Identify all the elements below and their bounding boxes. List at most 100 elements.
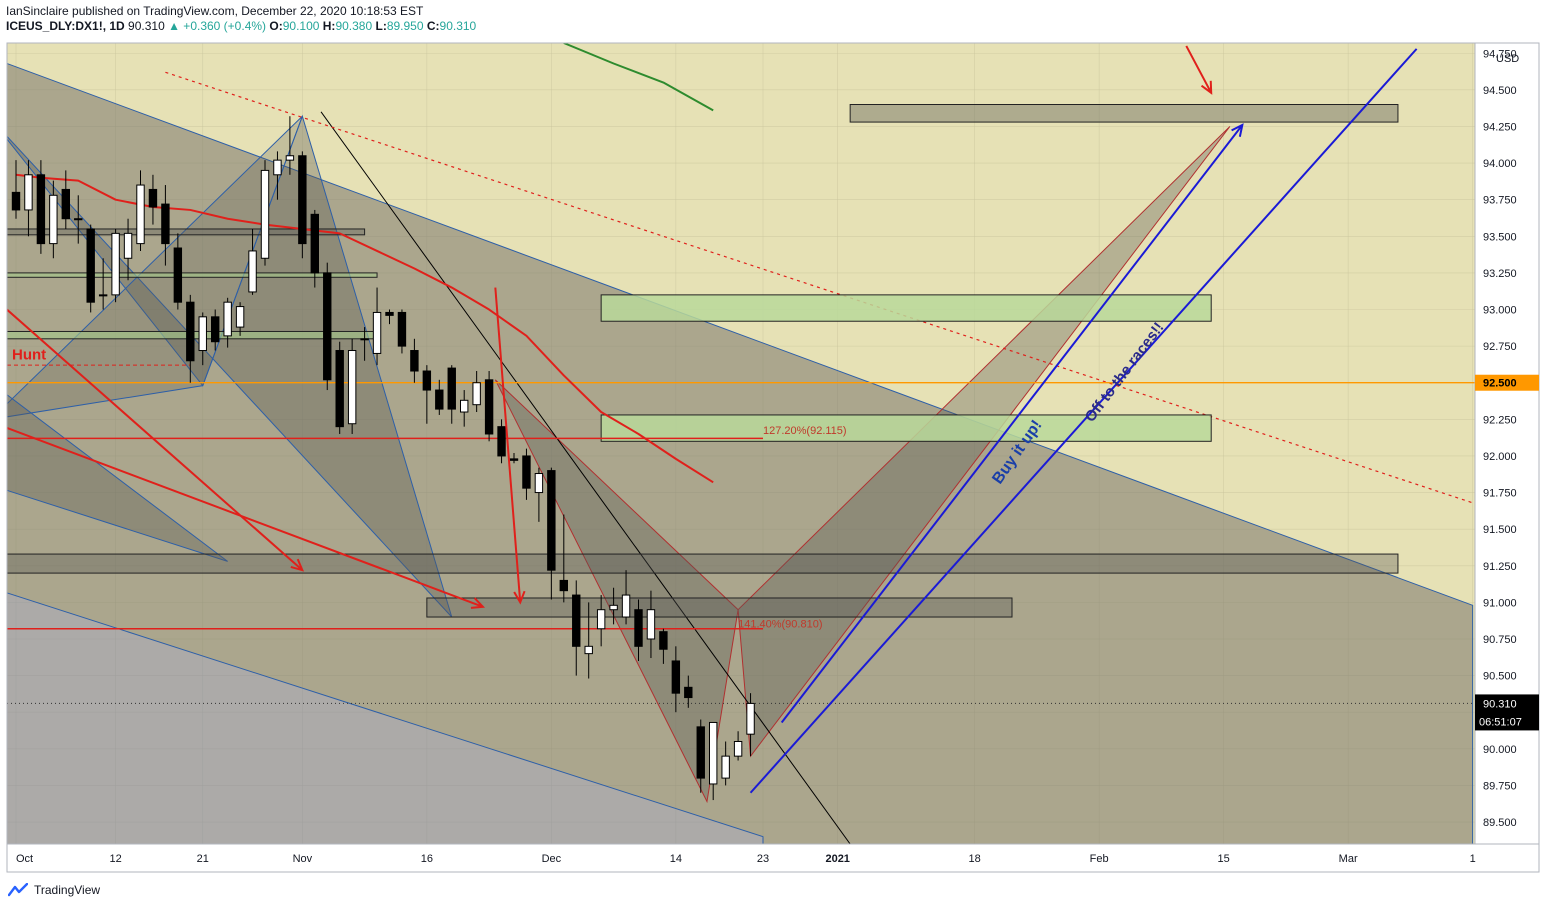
candle-body xyxy=(148,188,158,208)
red-arrow-2 xyxy=(7,426,484,608)
tradingview-logo-icon[interactable] xyxy=(8,883,28,897)
candle-body xyxy=(235,306,245,328)
candle-body xyxy=(173,247,183,303)
time-tick-label: 16 xyxy=(421,853,433,865)
candles xyxy=(11,116,755,801)
time-tick-label: 21 xyxy=(197,853,209,865)
candle-body xyxy=(534,473,544,494)
harmonic-pattern-2 xyxy=(7,394,228,562)
candle-body xyxy=(24,174,33,211)
price-tick-label: 94.000 xyxy=(1483,158,1517,170)
candle-body xyxy=(323,272,332,381)
candle-body xyxy=(634,609,643,647)
candle-body xyxy=(447,367,456,410)
price-tick-label: 89.500 xyxy=(1483,817,1517,829)
price-tick-label: 91.500 xyxy=(1483,524,1517,536)
close-value: 90.310 xyxy=(439,19,477,33)
red-arrow-3 xyxy=(494,287,522,603)
price-tick-label: 92.000 xyxy=(1483,451,1517,463)
candle-body xyxy=(509,458,519,461)
price-tick-label: 90.500 xyxy=(1483,671,1517,683)
price-tick-label: 91.000 xyxy=(1483,597,1517,609)
candle-body xyxy=(684,686,693,699)
candle-body xyxy=(347,350,357,425)
time-tick-label: 18 xyxy=(969,853,981,865)
ma-red-line xyxy=(15,173,714,484)
close-label: C: xyxy=(426,19,440,33)
red-arrow-2-head xyxy=(470,597,486,609)
candle-body xyxy=(298,155,307,245)
price-zone xyxy=(7,553,1399,574)
candle-body xyxy=(385,311,394,316)
price-tick-label: 92.750 xyxy=(1483,341,1517,353)
open-label: O: xyxy=(269,19,283,33)
candle-body xyxy=(497,426,506,457)
candle-body xyxy=(186,301,195,362)
price-tick-label: 92.250 xyxy=(1483,414,1517,426)
highlight-price-label: 92.500 xyxy=(1483,378,1517,390)
price-tick-label: 91.250 xyxy=(1483,561,1517,573)
price-zone xyxy=(7,228,366,236)
time-tick-label: 23 xyxy=(757,853,769,865)
price-tick-label: 90.750 xyxy=(1483,634,1517,646)
harmonic-xab xyxy=(494,379,739,804)
price-tick-label: 91.750 xyxy=(1483,488,1517,500)
candle-body xyxy=(422,370,432,391)
candle-body xyxy=(49,194,58,245)
candle-body xyxy=(696,726,705,779)
candle-body xyxy=(223,301,232,337)
hunt-annotation: Hunt xyxy=(12,346,46,363)
low-label: L: xyxy=(375,19,387,33)
ma-green-line xyxy=(563,43,714,112)
candle-body xyxy=(36,174,46,245)
candle-body xyxy=(273,159,282,176)
footer-brand[interactable]: TradingView xyxy=(34,883,101,897)
candle-body xyxy=(460,399,469,413)
time-tick-label: Dec xyxy=(542,853,562,865)
red-arrow-3-head xyxy=(513,590,526,605)
descending-channel xyxy=(7,62,1474,844)
price-tick-label: 93.500 xyxy=(1483,231,1517,243)
candle-body xyxy=(11,191,21,211)
candle-body xyxy=(547,470,556,571)
symbol-line: ICEUS_DLY:DX1!, 1D 90.310 ▲ +0.360 (+0.4… xyxy=(6,19,476,34)
candle-body xyxy=(733,740,743,757)
candle-body xyxy=(285,155,295,161)
time-axis[interactable]: Oct 12 21 Nov 16 Dec 14 23 2021 18 Feb 15 Mar 1 xyxy=(6,843,1540,873)
time-tick-label: Feb xyxy=(1090,853,1109,865)
candle-body xyxy=(372,311,382,354)
candle-body xyxy=(161,203,170,245)
price-tick-label: 94.750 xyxy=(1483,48,1517,60)
candle-body xyxy=(360,338,369,341)
trend-line-black xyxy=(320,111,851,844)
last-price-label: 90.310 xyxy=(1483,698,1517,710)
candle-body xyxy=(136,184,145,245)
open-value: 90.100 xyxy=(282,19,320,33)
time-tick-label: 12 xyxy=(109,853,121,865)
candle-body xyxy=(646,609,656,640)
last-price: 90.310 xyxy=(128,19,165,33)
high-label: H: xyxy=(322,19,336,33)
blue-trend-line xyxy=(749,48,1418,794)
high-value: 90.380 xyxy=(335,19,373,33)
time-tick-label: 2021 xyxy=(825,853,849,865)
symbol-name[interactable]: ICEUS_DLY:DX1!, 1D xyxy=(6,19,125,33)
candle-body xyxy=(621,594,631,618)
price-zone xyxy=(7,272,378,278)
candle-body xyxy=(584,645,593,655)
candle-body xyxy=(609,604,618,611)
candle-body xyxy=(123,232,133,259)
last-price-label-bg xyxy=(1475,694,1539,731)
blue-arrow-up-head xyxy=(1231,123,1244,137)
time-tick-label: Nov xyxy=(293,853,313,865)
price-zone xyxy=(600,414,1212,442)
candle-body xyxy=(596,609,606,630)
candle-body xyxy=(522,455,531,489)
candle-body xyxy=(98,294,108,297)
price-tick-label: 94.500 xyxy=(1483,85,1517,97)
price-tick-label: 93.250 xyxy=(1483,268,1517,280)
candle-body xyxy=(74,218,83,221)
lower-channel-band xyxy=(7,592,763,844)
price-axis[interactable]: USD 94.750 94.500 94.250 94.000 93.750 93.500… xyxy=(1474,42,1540,845)
